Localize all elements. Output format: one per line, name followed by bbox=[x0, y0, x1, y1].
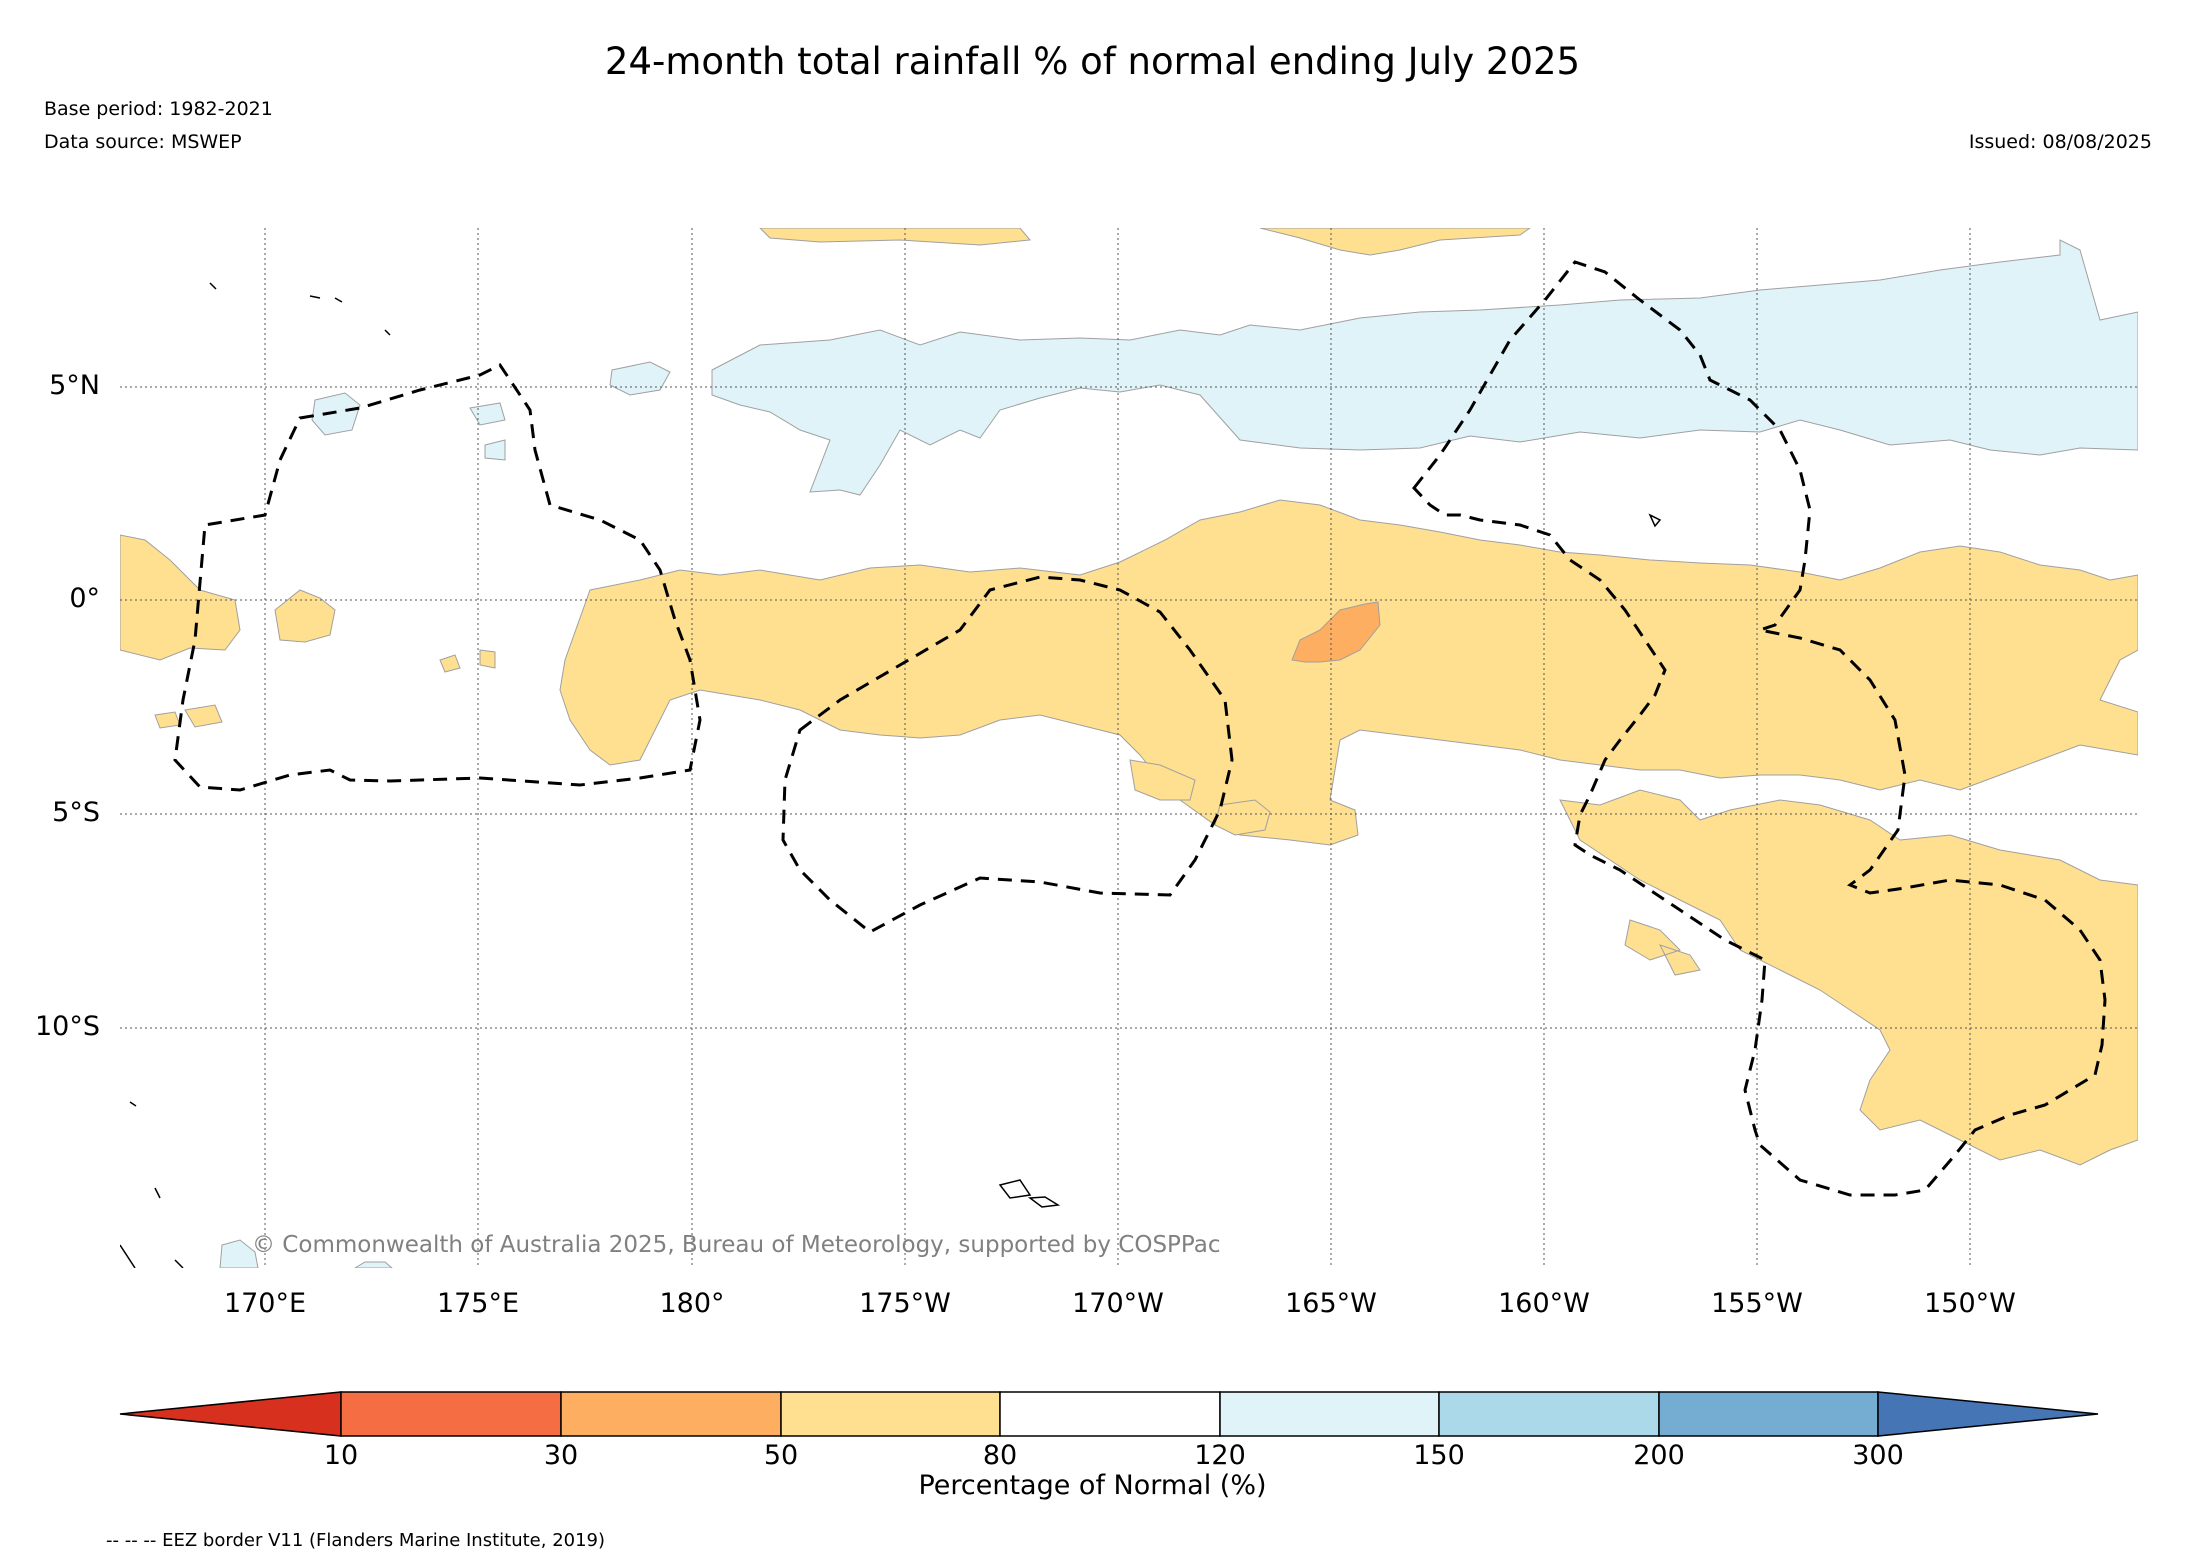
island-outlines bbox=[120, 282, 1662, 1268]
colorbar-segment bbox=[999, 1391, 1221, 1437]
very-dry-patch bbox=[1291, 601, 1381, 663]
map-title: 24-month total rainfall % of normal endi… bbox=[604, 40, 1581, 83]
lat-label-0: 0° bbox=[69, 583, 100, 614]
colorbar-segment bbox=[560, 1391, 782, 1437]
issued-date: Issued: 08/08/2025 bbox=[1968, 131, 2152, 153]
colorbar-segment bbox=[340, 1391, 562, 1437]
lon-label-170e: 170°E bbox=[223, 1288, 307, 1319]
colorbar-tick: 300 bbox=[1852, 1440, 1904, 1471]
dry-region-islands bbox=[1129, 759, 1701, 976]
dry-region-southeast bbox=[1559, 789, 2138, 1166]
colorbar-segment bbox=[1438, 1391, 1660, 1437]
colorbar-max-arrow bbox=[1877, 1391, 2099, 1437]
colorbar-tick: 10 bbox=[323, 1440, 359, 1471]
colorbar-tick: 30 bbox=[543, 1440, 579, 1471]
map-layers bbox=[120, 228, 2138, 1268]
colorbar-title: Percentage of Normal (%) bbox=[918, 1470, 1267, 1501]
lon-label-175w: 175°W bbox=[859, 1288, 951, 1319]
dry-region-equatorial bbox=[559, 499, 2138, 846]
colorbar-segment bbox=[1658, 1391, 1879, 1437]
wet-region-north bbox=[711, 239, 2138, 496]
colorbar-tick: 150 bbox=[1413, 1440, 1465, 1471]
lon-label-175e: 175°E bbox=[436, 1288, 520, 1319]
lon-label-155w: 155°W bbox=[1711, 1288, 1803, 1319]
data-source: Data source: MSWEP bbox=[44, 131, 242, 153]
wet-region-south-corner bbox=[219, 1239, 393, 1268]
colorbar-segment bbox=[1219, 1391, 1440, 1437]
lat-label-5s: 5°S bbox=[52, 797, 100, 828]
colorbar bbox=[119, 1391, 2099, 1437]
eez-borders bbox=[173, 260, 2107, 1197]
lon-label-160w: 160°W bbox=[1498, 1288, 1590, 1319]
lat-label-5n: 5°N bbox=[49, 370, 100, 401]
wet-region-west bbox=[311, 361, 671, 461]
dry-region-west bbox=[120, 534, 496, 729]
lat-label-10s: 10°S bbox=[35, 1011, 100, 1042]
colorbar-segment bbox=[780, 1391, 1001, 1437]
graticule bbox=[120, 228, 2138, 1268]
colorbar-tick: 200 bbox=[1633, 1440, 1685, 1471]
lon-label-180: 180° bbox=[659, 1288, 725, 1319]
dry-region-north-strip bbox=[759, 228, 1531, 256]
copyright-notice: © Commonwealth of Australia 2025, Bureau… bbox=[252, 1232, 1221, 1258]
colorbar-tick: 80 bbox=[982, 1440, 1018, 1471]
eez-legend-note: -- -- -- EEZ border V11 (Flanders Marine… bbox=[106, 1530, 606, 1551]
colorbar-tick: 120 bbox=[1194, 1440, 1246, 1471]
base-period: Base period: 1982-2021 bbox=[44, 98, 273, 120]
lon-label-170w: 170°W bbox=[1072, 1288, 1164, 1319]
lon-label-165w: 165°W bbox=[1285, 1288, 1377, 1319]
lon-label-150w: 150°W bbox=[1924, 1288, 2016, 1319]
colorbar-min-arrow bbox=[119, 1391, 342, 1437]
colorbar-tick: 50 bbox=[763, 1440, 799, 1471]
